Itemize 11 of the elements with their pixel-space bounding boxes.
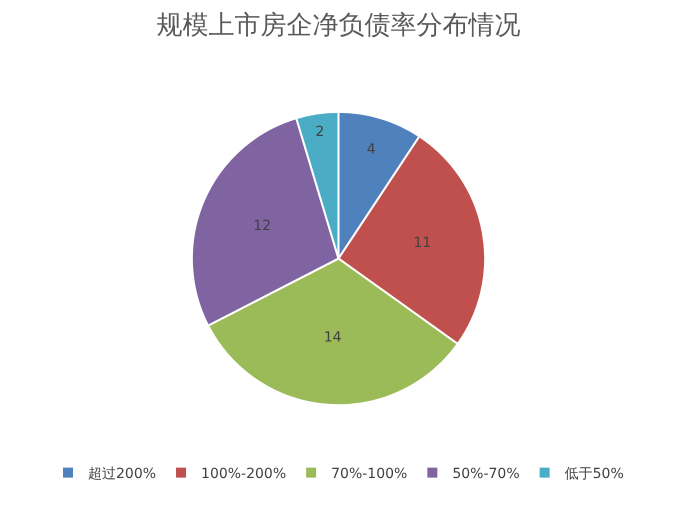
legend-label: 超过200% xyxy=(88,466,156,482)
legend-label: 70%-100% xyxy=(331,466,408,482)
data-label: 2 xyxy=(315,124,324,140)
data-label: 4 xyxy=(366,142,376,158)
chart-title: 规模上市房企净负债率分布情况 xyxy=(156,10,520,40)
data-label: 14 xyxy=(324,329,342,346)
data-label: 11 xyxy=(413,235,432,252)
legend-label: 50%-70% xyxy=(452,466,520,482)
legend-label: 100%-200% xyxy=(201,466,286,482)
legend-label: 低于50% xyxy=(564,466,624,482)
data-label: 12 xyxy=(253,218,272,234)
